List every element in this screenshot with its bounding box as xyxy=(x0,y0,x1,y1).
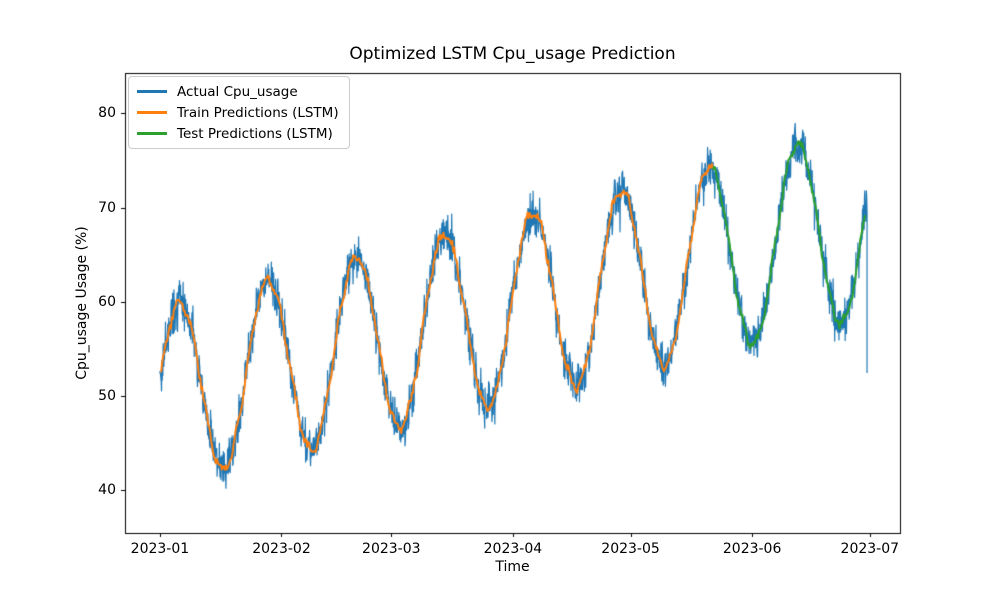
x-tick-label: 2023-04 xyxy=(483,541,543,557)
legend-label-train: Train Predictions (LSTM) xyxy=(177,104,339,121)
legend-label-test: Test Predictions (LSTM) xyxy=(177,125,333,142)
y-tick-label: 60 xyxy=(98,293,116,310)
y-tick-label: 80 xyxy=(98,105,116,122)
x-tick-label: 2023-07 xyxy=(840,541,900,557)
x-tick-label: 2023-05 xyxy=(601,541,660,557)
test-line-swatch-icon xyxy=(137,132,167,135)
y-tick-label: 40 xyxy=(98,481,116,498)
x-tick-label: 2023-01 xyxy=(130,541,190,557)
legend-entry-train: Train Predictions (LSTM) xyxy=(137,104,339,121)
actual-line-swatch-icon xyxy=(137,90,167,93)
legend-entry-test: Test Predictions (LSTM) xyxy=(137,125,339,142)
legend-label-actual: Actual Cpu_usage xyxy=(177,83,298,100)
x-tick-label: 2023-02 xyxy=(252,541,311,557)
y-tick-label: 70 xyxy=(98,199,116,216)
train-line-swatch-icon xyxy=(137,111,167,114)
x-tick-label: 2023-03 xyxy=(362,541,421,557)
x-tick-label: 2023-06 xyxy=(722,541,782,557)
legend: Actual Cpu_usage Train Predictions (LSTM… xyxy=(128,76,350,149)
y-tick-label: 50 xyxy=(98,387,116,404)
x-axis-label: Time xyxy=(495,559,530,575)
legend-entry-actual: Actual Cpu_usage xyxy=(137,83,339,100)
chart-title: Optimized LSTM Cpu_usage Prediction xyxy=(349,44,676,64)
